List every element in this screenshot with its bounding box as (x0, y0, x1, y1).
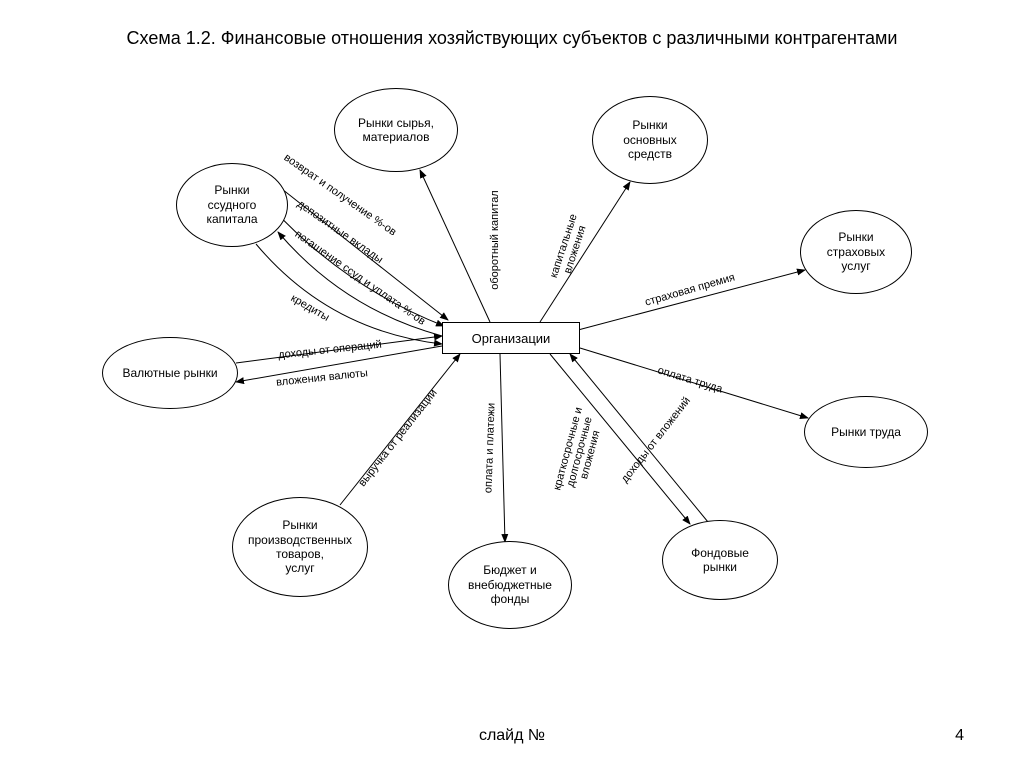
edge-label-3: оплата труда (656, 364, 724, 395)
center-node: Организации (442, 322, 580, 354)
node-stock: Фондовыерынки (662, 520, 778, 600)
node-fixed: Рынкиосновныхсредств (592, 96, 708, 184)
footer-page-number: 4 (955, 727, 964, 745)
edge-1 (540, 182, 630, 322)
node-goods: Рынкипроизводственныхтоваров,услуг (232, 497, 368, 597)
edge-label-0: оборотный капитал (489, 190, 501, 289)
edge-11 (500, 354, 505, 542)
edge-label-11: оплата и платежи (482, 403, 497, 494)
edge-label-7: кредиты (289, 292, 332, 324)
node-raw: Рынки сырья,материалов (334, 88, 458, 172)
edge-label-13: доходы от вложений (619, 395, 693, 485)
edge-label-9: вложения валюты (276, 367, 369, 389)
node-insur: Рынкистраховыхуслуг (800, 210, 912, 294)
node-labor: Рынки труда (804, 396, 928, 468)
node-fx: Валютные рынки (102, 337, 238, 409)
edge-label-1: капитальныевложения (549, 213, 592, 283)
edge-label-10: выручка от реализации (356, 387, 439, 489)
node-loan: Рынкиссудногокапитала (176, 163, 288, 247)
diagram-title: Схема 1.2. Финансовые отношения хозяйств… (0, 28, 1024, 49)
edge-2 (578, 270, 805, 330)
edge-label-8: доходы от операций (278, 339, 383, 362)
edge-7 (256, 244, 442, 344)
edge-0 (420, 170, 490, 322)
edge-label-12: краткосрочные идолгосрочныевложения (552, 406, 608, 497)
edge-label-2: страховая премия (644, 271, 737, 308)
footer-slide-label: слайд № (0, 727, 1024, 745)
node-budget: Бюджет ивнебюджетныефонды (448, 541, 572, 629)
